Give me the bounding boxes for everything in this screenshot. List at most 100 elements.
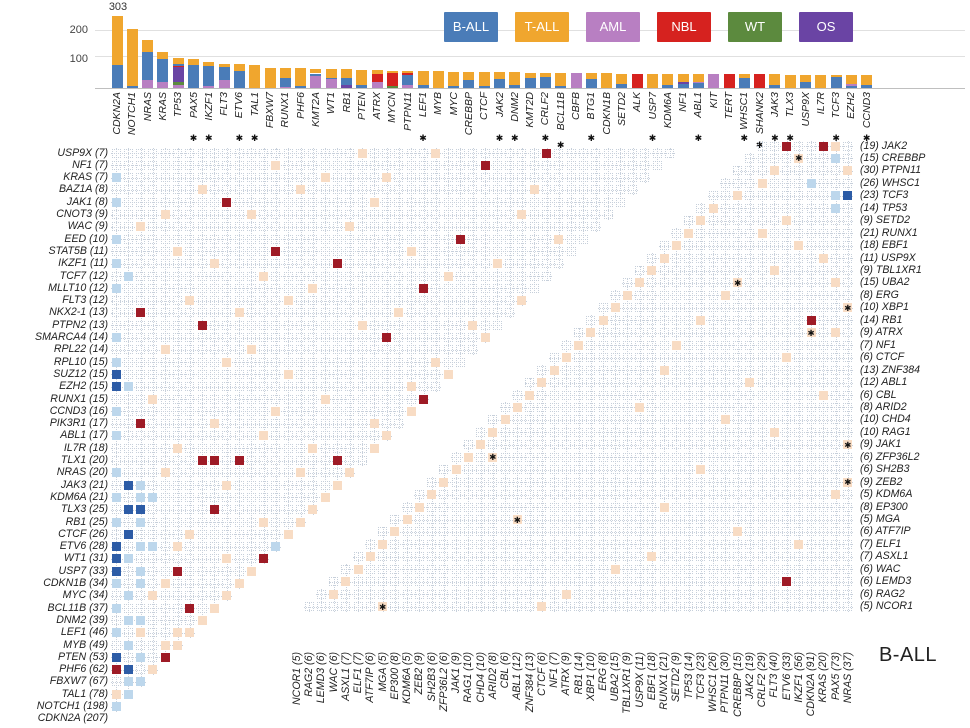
empty-cell-marker: [525, 577, 535, 587]
matrix-cell: [209, 505, 219, 515]
empty-cell-marker: [831, 315, 841, 325]
bar-segment-ALK: [631, 73, 643, 88]
empty-cell-marker: [234, 566, 244, 576]
matrix-cell: [831, 490, 841, 500]
empty-cell-marker: [720, 465, 730, 475]
bar-segment-PTPN11: [402, 74, 414, 86]
empty-cell-marker: [806, 402, 816, 412]
col-label-SETD2: SETD2 (9): [670, 652, 683, 703]
empty-cell-marker: [283, 197, 293, 207]
empty-cell-marker: [476, 502, 486, 512]
row-label-TP53: (14) TP53: [860, 201, 908, 214]
bar-segment-CREBBP: [463, 80, 475, 88]
empty-cell-marker: [500, 490, 510, 500]
empty-cell-marker: [818, 191, 828, 201]
matrix-cell: [720, 415, 730, 425]
empty-cell-marker: [136, 173, 146, 183]
empty-cell-marker: [492, 173, 502, 183]
matrix-cell: [173, 566, 182, 576]
row-label-ELF1: (7) ELF1: [860, 537, 902, 550]
empty-cell-marker: [843, 539, 853, 549]
empty-cell-marker: [463, 465, 473, 475]
grid-col-line: [603, 302, 604, 612]
empty-cell-marker: [671, 228, 681, 238]
empty-cell-marker: [197, 308, 207, 318]
empty-cell-marker: [671, 589, 681, 599]
empty-cell-marker: [463, 477, 473, 487]
empty-cell-marker: [500, 564, 510, 574]
empty-cell-marker: [818, 415, 828, 425]
empty-cell-marker: [414, 602, 424, 612]
empty-cell-marker: [209, 394, 219, 404]
empty-cell-marker: [769, 191, 779, 201]
bar-segment-EZH2: [845, 84, 857, 86]
bar-segment-IKZF1: [203, 65, 215, 87]
grid-row-line: [487, 419, 853, 421]
empty-cell-marker: [296, 505, 305, 515]
empty-cell-marker: [123, 628, 133, 638]
row-label-MYC: MYC (34): [62, 589, 108, 602]
bar-segment-LEF1: [417, 85, 429, 88]
empty-cell-marker: [566, 160, 576, 170]
empty-cell-marker: [160, 529, 170, 539]
empty-cell-marker: [782, 427, 792, 437]
empty-cell-marker: [271, 382, 281, 392]
empty-cell-marker: [640, 160, 650, 170]
row-label-MYB: MYB (49): [63, 638, 108, 651]
empty-cell-marker: [525, 515, 535, 524]
empty-cell-marker: [173, 185, 182, 195]
empty-cell-marker: [492, 234, 502, 244]
empty-cell-marker: [720, 378, 730, 388]
empty-cell-marker: [610, 353, 620, 363]
empty-cell-marker: [209, 591, 219, 601]
empty-cell-marker: [111, 505, 121, 515]
empty-cell-marker: [480, 259, 490, 269]
empty-cell-marker: [173, 591, 182, 601]
empty-cell-marker: [831, 178, 841, 188]
empty-cell-marker: [794, 589, 804, 599]
col-label-ZFP36L2: ZFP36L2 (6): [437, 652, 450, 712]
empty-cell-marker: [696, 452, 706, 462]
empty-cell-marker: [635, 527, 645, 537]
empty-cell-marker: [610, 315, 620, 325]
empty-cell-marker: [831, 228, 841, 238]
empty-cell-marker: [296, 357, 305, 367]
empty-cell-marker: [647, 477, 657, 487]
empty-cell-marker: [173, 357, 182, 367]
grid-col-line: [456, 452, 458, 612]
matrix-cell: [246, 566, 256, 576]
empty-cell-marker: [222, 308, 232, 318]
empty-cell-marker: [148, 443, 158, 453]
empty-cell-marker: [492, 246, 502, 256]
empty-cell-marker: [296, 283, 305, 293]
matrix-cell: [320, 394, 330, 404]
grid-col-line: [411, 148, 413, 417]
empty-cell-marker: [185, 394, 195, 404]
empty-cell-marker: [320, 431, 330, 441]
matrix-cell: [123, 505, 133, 515]
empty-cell-marker: [185, 333, 195, 342]
empty-cell-marker: [308, 419, 318, 429]
empty-cell-marker: [369, 296, 379, 306]
empty-cell-marker: [296, 492, 305, 502]
empty-cell-marker: [271, 271, 281, 281]
legend-label: WT: [744, 19, 766, 34]
empty-cell-marker: [769, 415, 779, 425]
empty-cell-marker: [647, 353, 657, 363]
empty-cell-marker: [505, 296, 515, 306]
empty-cell-marker: [659, 577, 669, 587]
empty-cell-marker: [720, 427, 730, 437]
empty-cell-marker: [296, 197, 305, 207]
empty-cell-marker: [365, 602, 375, 612]
empty-cell-marker: [782, 502, 792, 512]
row-label-MGA: (5) MGA: [860, 513, 901, 525]
matrix-cell: [160, 468, 170, 478]
empty-cell-marker: [505, 259, 515, 269]
empty-cell-marker: [431, 320, 441, 330]
row-label-TCF3: (23) TCF3: [860, 189, 909, 202]
empty-cell-marker: [769, 452, 779, 462]
row-label-CTCF: CTCF (26): [58, 527, 108, 540]
empty-cell-marker: [586, 477, 596, 487]
legend-label: AML: [599, 19, 627, 34]
empty-cell-marker: [542, 234, 551, 244]
